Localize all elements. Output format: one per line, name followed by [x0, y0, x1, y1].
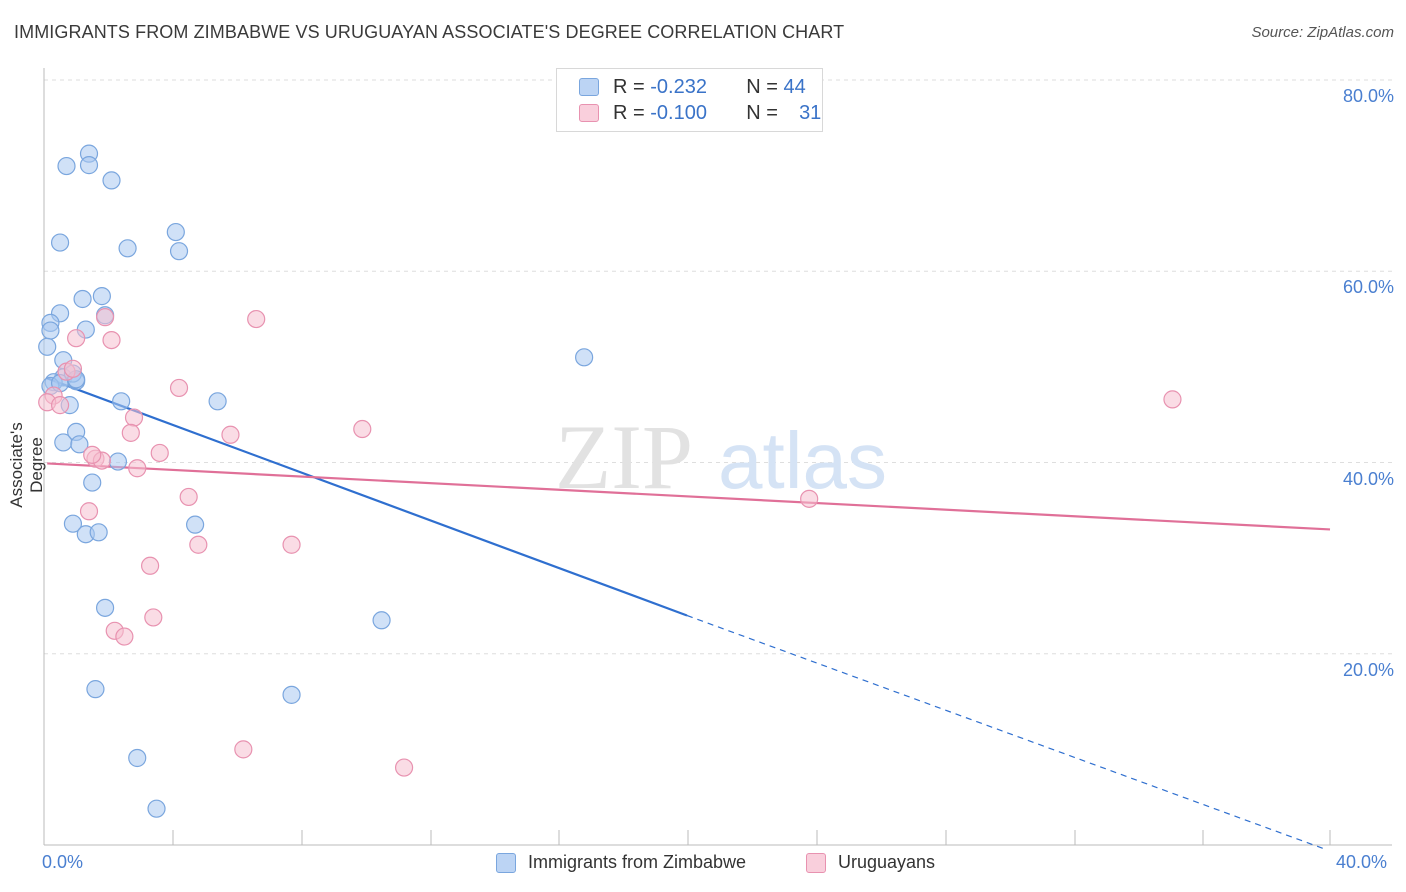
uruguayan-point-11	[124, 408, 144, 427]
zimbabwe-point-8	[92, 287, 111, 306]
uruguayan-point-18	[150, 443, 169, 463]
legend-n-value-zimbabwe: 44	[783, 75, 806, 98]
y-tick-label-80: 80.0%	[1342, 86, 1394, 106]
legend-swatch-zimbabwe	[496, 852, 516, 873]
legend-swatch-uruguayans	[806, 852, 826, 873]
legend-swatch-pink	[579, 104, 599, 122]
x-tick-label-min: 0.0%	[42, 852, 84, 872]
uruguayan-point-1	[95, 308, 115, 327]
zimbabwe-point-33	[63, 514, 83, 533]
zimbabwe-point-36	[186, 515, 205, 534]
chart-title: IMMIGRANTS FROM ZIMBABWE VS URUGUAYAN AS…	[14, 22, 845, 42]
uruguayan-point-5	[63, 359, 83, 378]
zimbabwe-point-7	[169, 242, 189, 261]
uruguayan-point-17	[83, 445, 102, 464]
legend-r-value-uruguayans: -0.100	[650, 101, 707, 124]
zimbabwe-point-37	[95, 598, 115, 617]
uruguayan-point-22	[79, 502, 99, 521]
uruguayan-point-10	[1163, 390, 1182, 409]
zimbabwe-point-2	[79, 156, 99, 175]
legend-item-zimbabwe: Immigrants from Zimbabwe	[496, 852, 746, 873]
zimbabwe-point-6	[166, 222, 185, 242]
uruguayan-trend-line	[47, 462, 1331, 531]
zimbabwe-point-9	[73, 289, 92, 309]
uruguayan-point-13	[221, 425, 240, 444]
trend-lines	[46, 377, 1331, 851]
zimbabwe-point-35	[89, 523, 108, 542]
correlation-legend: R = -0.232 N = 44 R = -0.100 N = 31	[556, 68, 823, 132]
zimbabwe-point-30	[70, 435, 89, 454]
uruguayan-point-0	[247, 309, 266, 329]
uruguayan-point-21	[800, 489, 819, 508]
uruguayan-point-12	[121, 423, 140, 442]
zimbabwe-trend-extension	[686, 614, 1327, 851]
y-tick-label-60: 60.0%	[1342, 277, 1394, 298]
legend-item-uruguayans: Uruguayans	[806, 852, 935, 873]
uruguayan-point-24	[282, 535, 301, 554]
uruguayan-point-8	[50, 396, 70, 415]
legend-row-uruguayans: R = -0.100 N = 31	[579, 100, 821, 126]
y-axis-title: Associate's Degree	[7, 422, 46, 508]
uruguayan-point-9	[169, 378, 189, 398]
zimbabwe-point-40	[282, 685, 301, 704]
zimbabwe-point-26	[208, 392, 227, 411]
zimbabwe-point-25	[112, 392, 131, 411]
zimbabwe-point-5	[118, 239, 137, 258]
zimbabwe-point-1	[57, 156, 76, 176]
watermark: ZIP atlas	[555, 406, 887, 508]
uruguayan-point-23	[189, 535, 208, 554]
legend-r-label: R =	[613, 101, 645, 124]
zimbabwe-point-15	[38, 337, 57, 356]
uruguayan-point-25	[140, 556, 160, 575]
uruguayan-point-14	[353, 419, 372, 439]
uruguayan-point-28	[115, 627, 134, 646]
source-label: Source: ZipAtlas.com	[1251, 24, 1394, 41]
uruguayan-point-19	[128, 459, 147, 478]
legend-label-zimbabwe: Immigrants from Zimbabwe	[528, 852, 747, 872]
zimbabwe-point-3	[102, 171, 121, 190]
zimbabwe-point-42	[147, 799, 166, 818]
zimbabwe-point-31	[108, 452, 128, 471]
legend-n-label: N =	[746, 101, 778, 124]
y-tick-label-20: 20.0%	[1342, 659, 1394, 680]
uruguayan-point-2	[102, 331, 121, 350]
uruguayan-point-30	[394, 758, 414, 777]
legend-n-value-uruguayans: 31	[799, 101, 822, 124]
legend-label-uruguayans: Uruguayans	[838, 852, 936, 872]
zimbabwe-point-4	[50, 233, 70, 252]
y-tick-label-40: 40.0%	[1342, 468, 1394, 489]
uruguayan-point-3	[67, 329, 86, 348]
zimbabwe-trend-line	[46, 377, 688, 617]
legend-row-zimbabwe: R = -0.232 N = 44	[579, 74, 806, 100]
uruguayan-point-29	[234, 740, 253, 759]
uruguayan-point-26	[144, 608, 163, 627]
zimbabwe-point-12	[41, 321, 60, 340]
grid-lines	[44, 79, 1392, 655]
x-tick-label-max: 40.0%	[1336, 852, 1388, 872]
legend-swatch-blue	[579, 78, 599, 96]
zimbabwe-point-38	[372, 611, 391, 630]
uruguayan-point-20	[179, 487, 198, 507]
zimbabwe-point-27	[575, 348, 594, 367]
zimbabwe-point-41	[128, 748, 147, 768]
legend-n-label: N =	[746, 75, 778, 98]
data-points	[38, 144, 1182, 818]
axes	[43, 68, 1392, 846]
zimbabwe-point-39	[86, 680, 105, 699]
legend-r-label: R =	[613, 75, 645, 98]
watermark-atlas: atlas	[718, 416, 887, 505]
zimbabwe-point-32	[83, 473, 102, 492]
legend-r-value-zimbabwe: -0.232	[650, 75, 707, 98]
